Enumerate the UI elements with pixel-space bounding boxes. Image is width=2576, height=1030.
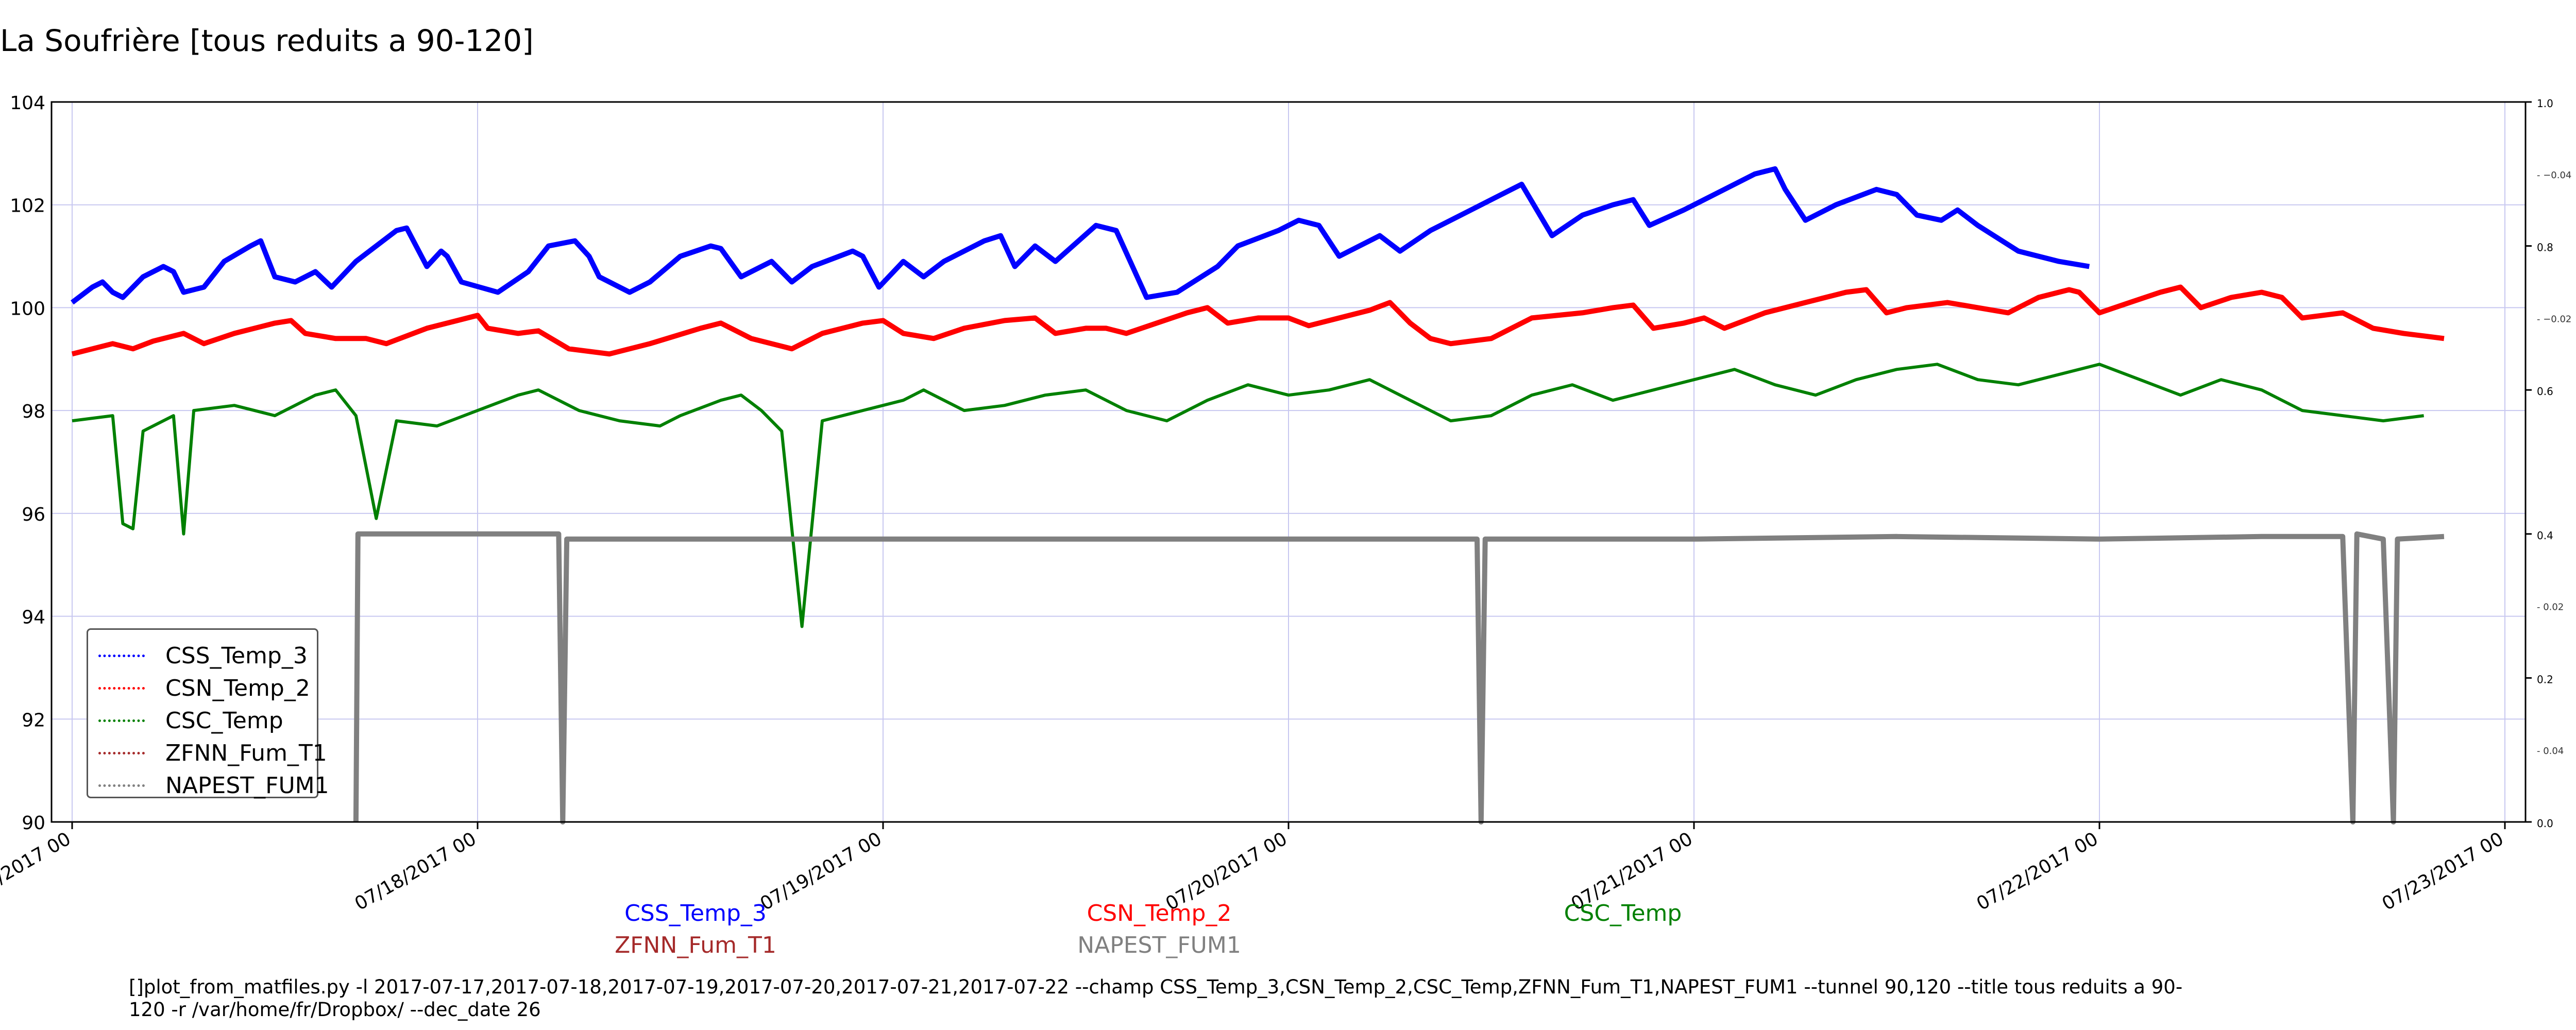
- legend-swatch: [98, 719, 145, 722]
- series-line-css_temp_3: [70, 166, 2090, 305]
- y-tick-label: 98: [22, 401, 45, 422]
- x-tick-label: 07/19/2017 00: [757, 828, 886, 915]
- legend-label: CSC_Temp: [165, 707, 283, 734]
- series-label-napest: NAPEST_FUM1: [1077, 932, 1241, 958]
- series-label-csc: CSC_Temp: [1564, 900, 1682, 926]
- x-tick-label: 07/18/2017 00: [351, 828, 480, 915]
- y-tick-label: 94: [22, 607, 45, 628]
- legend-item: CSN_Temp_2: [98, 673, 310, 703]
- command-line-text: []plot_from_matfiles.py -l 2017-07-17,20…: [129, 976, 2183, 1021]
- legend-item: CSC_Temp: [98, 705, 283, 736]
- y-tick-label: 100: [10, 298, 45, 319]
- legend-item: ZFNN_Fum_T1: [98, 737, 327, 768]
- legend-swatch: [98, 784, 145, 787]
- series-line-csn_temp_2: [71, 284, 2445, 357]
- right-tick-label: 0.6: [2537, 385, 2553, 398]
- legend-item: NAPEST_FUM1: [98, 770, 329, 801]
- legend-label: CSN_Temp_2: [165, 675, 310, 701]
- y-tick-label: 90: [22, 813, 45, 834]
- y-tick-label: 104: [10, 93, 45, 114]
- series-line-napest_fum1: [353, 531, 2445, 825]
- legend-item: CSS_Temp_3: [98, 640, 308, 671]
- right-inner-tick-label: - 0.02: [2537, 602, 2564, 613]
- y-tick-label: 92: [22, 710, 45, 731]
- right-tick-label: 0.2: [2537, 673, 2553, 685]
- right-inner-tick-label: - 0.04: [2537, 746, 2564, 757]
- right-tick-label: 0.8: [2537, 242, 2553, 254]
- legend-label: NAPEST_FUM1: [165, 772, 329, 799]
- right-tick-label: 1.0: [2537, 97, 2553, 110]
- y-tick-label: 102: [10, 196, 45, 217]
- legend-swatch: [98, 686, 145, 690]
- plot-frame: [50, 101, 2527, 823]
- x-tick-label: 07/17/2017 00: [0, 828, 75, 915]
- series-label-css: CSS_Temp_3: [624, 900, 767, 926]
- series-label-zfnn: ZFNN_Fum_T1: [615, 932, 776, 958]
- legend-swatch: [98, 654, 145, 657]
- right-inner-tick-label: - −0.04: [2537, 170, 2571, 181]
- legend-label: CSS_Temp_3: [165, 642, 308, 669]
- right-tick-label: 0.0: [2537, 817, 2553, 830]
- right-tick-label: 0.4: [2537, 529, 2553, 542]
- x-tick-label: 07/23/2017 00: [2379, 828, 2507, 915]
- right-inner-tick-label: - −0.02: [2537, 314, 2571, 324]
- series-label-csn: CSN_Temp_2: [1087, 900, 1232, 926]
- legend-swatch: [98, 751, 145, 754]
- chart-title: La Soufrière [tous reduits a 90-120]: [0, 23, 534, 58]
- series-line-csc_temp: [72, 363, 2424, 628]
- legend-label: ZFNN_Fum_T1: [165, 740, 327, 766]
- y-tick-label: 96: [22, 504, 45, 525]
- x-tick-label: 07/22/2017 00: [1973, 828, 2102, 915]
- legend: CSS_Temp_3 CSN_Temp_2 CSC_Temp ZFNN_Fum_T1 N…: [87, 628, 329, 799]
